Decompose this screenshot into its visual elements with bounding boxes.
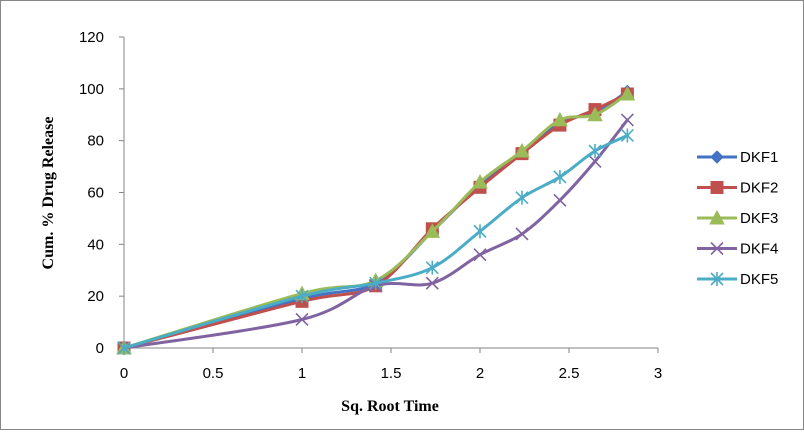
- data-point-dkf5: [369, 276, 383, 291]
- legend-item-dkf5: DKF5: [697, 271, 778, 288]
- data-point-dkf3: [472, 174, 488, 189]
- x-tick-label: 3: [654, 365, 662, 382]
- axes: 0 20 40 60 80 100 120 0 0.5 1 1.5 2 2.5 3: [79, 29, 662, 382]
- data-point-dkf5: [425, 260, 439, 275]
- data-point-dkf4: [473, 248, 487, 262]
- legend-label-dkf2: DKF2: [740, 180, 778, 197]
- legend-item-dkf1: DKF1: [697, 149, 778, 166]
- data-point-dkf3: [587, 106, 603, 122]
- legend-marker-dkf5: [710, 272, 724, 286]
- data-point-dkf5: [553, 169, 567, 184]
- y-tick-label: 0: [96, 340, 104, 357]
- data-point-dkf4: [620, 113, 634, 127]
- data-point-dkf4: [295, 312, 309, 327]
- data-point-dkf5: [295, 289, 309, 304]
- y-tick-label: 20: [87, 288, 104, 305]
- y-tick-label: 100: [79, 81, 104, 98]
- data-point-dkf5: [620, 128, 634, 143]
- legend-item-dkf4: DKF4: [697, 241, 778, 258]
- y-tick-label: 80: [87, 133, 104, 150]
- data-point-dkf3: [424, 223, 441, 238]
- data-point-dkf5: [117, 341, 131, 355]
- data-point-dkf4: [553, 193, 567, 207]
- y-tick-label: 120: [79, 29, 104, 46]
- x-tick-label: 0: [120, 365, 128, 382]
- legend-item-dkf3: DKF3: [697, 209, 778, 227]
- legend-marker-dkf4: [710, 241, 724, 256]
- data-point-dkf3: [514, 142, 530, 158]
- legend-label-dkf1: DKF1: [740, 149, 778, 166]
- x-tick-label: 0.5: [203, 365, 224, 382]
- legend-marker-dkf2: [710, 181, 724, 194]
- legend-marker-dkf3: [709, 209, 725, 225]
- legend: DKF1 DKF2 DKF3 DKF4 DKF5: [697, 149, 778, 288]
- series-layer: [116, 84, 636, 355]
- x-tick-label: 2: [476, 365, 484, 382]
- data-point-dkf4: [425, 276, 439, 290]
- series-line-dkf4: [122, 118, 629, 350]
- data-point-dkf5: [588, 144, 602, 159]
- legend-marker-dkf1: [710, 150, 724, 164]
- x-tick-label: 1: [298, 365, 306, 382]
- x-axis-title: Sq. Root Time: [341, 398, 439, 415]
- series-dkf5: [117, 128, 634, 355]
- legend-label-dkf4: DKF4: [740, 241, 778, 258]
- data-point-dkf5: [473, 224, 487, 239]
- x-tick-label: 1.5: [381, 365, 402, 382]
- data-point-dkf4: [588, 154, 602, 168]
- data-point-dkf3: [552, 111, 568, 127]
- legend-label-dkf5: DKF5: [740, 271, 778, 288]
- y-tick-label: 60: [87, 185, 104, 202]
- y-axis-title: Cum. % Drug Release: [40, 117, 57, 270]
- data-point-dkf5: [515, 190, 529, 205]
- series-line-dkf5: [122, 133, 629, 350]
- legend-item-dkf2: DKF2: [697, 180, 778, 197]
- data-point-dkf3: [619, 85, 636, 101]
- legend-label-dkf3: DKF3: [740, 210, 778, 227]
- x-tick-label: 2.5: [559, 365, 580, 382]
- data-point-dkf4: [515, 227, 529, 241]
- y-tick-label: 40: [87, 236, 104, 253]
